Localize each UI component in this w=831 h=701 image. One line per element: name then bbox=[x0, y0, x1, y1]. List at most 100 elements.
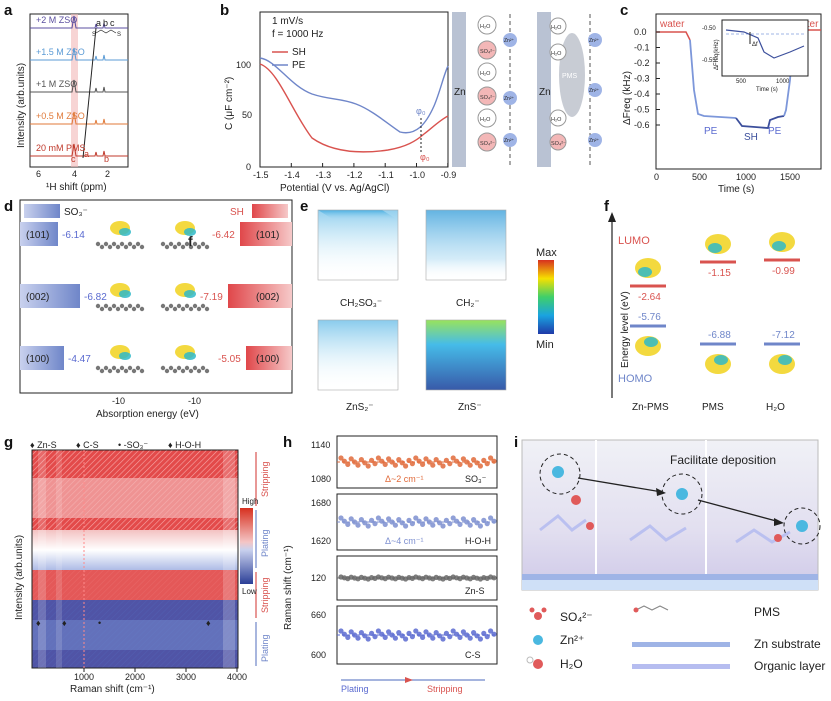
box-zns bbox=[425, 319, 507, 391]
xtick-c-0: 0 bbox=[654, 172, 659, 182]
xtick-b: -1.3 bbox=[316, 170, 332, 180]
zn-atom bbox=[139, 306, 145, 312]
box-zns2 bbox=[317, 319, 399, 391]
data-point bbox=[416, 458, 422, 464]
zn-atom bbox=[200, 303, 206, 309]
legend-zns: ♦ Zn-S bbox=[30, 440, 57, 450]
xtick-g: 1000 bbox=[74, 672, 94, 682]
data-point bbox=[409, 461, 415, 467]
band-label: Plating bbox=[260, 529, 270, 557]
xtick-a-0: 6 bbox=[36, 169, 41, 179]
svg-text:S: S bbox=[92, 32, 96, 38]
data-point bbox=[457, 521, 463, 527]
legend-so3: SO₃⁻ bbox=[64, 207, 88, 218]
data-point bbox=[420, 521, 426, 527]
data-point bbox=[481, 457, 487, 463]
zn-atom bbox=[139, 244, 145, 250]
x-axis-label-c: Time (s) bbox=[718, 184, 754, 195]
ytick-c: -0.1 bbox=[634, 43, 650, 53]
zn-atom bbox=[180, 306, 186, 312]
ion-label: SO₄²⁻ bbox=[551, 141, 566, 147]
legend-zn: Zn²⁺ bbox=[560, 633, 584, 647]
zn-atom bbox=[111, 365, 117, 371]
data-point bbox=[369, 630, 375, 636]
marker-cs: ♦ bbox=[62, 618, 67, 628]
so3-energy-bar bbox=[20, 284, 80, 308]
water-left-trace bbox=[656, 31, 691, 41]
data-point bbox=[396, 457, 402, 463]
water-molecule bbox=[549, 17, 567, 35]
data-point bbox=[375, 628, 381, 634]
data-point bbox=[345, 634, 351, 640]
data-point bbox=[386, 456, 392, 462]
data-point bbox=[484, 521, 490, 527]
data-point bbox=[420, 461, 426, 467]
data-point bbox=[440, 463, 446, 469]
zn-atom bbox=[131, 368, 137, 374]
zn-atom bbox=[196, 306, 202, 312]
data-point bbox=[341, 518, 347, 524]
panel-h: h Raman shift (cm⁻¹) 1140 1080 SO₃⁻ Δ~2 cm⁻… bbox=[275, 430, 503, 696]
zn-atom bbox=[103, 303, 109, 309]
data-point bbox=[437, 520, 443, 526]
zn-atom bbox=[168, 365, 174, 371]
marker-so3: • bbox=[98, 618, 101, 628]
zinc-ion bbox=[588, 133, 602, 147]
data-point bbox=[352, 459, 358, 465]
facet-right: (100) bbox=[256, 354, 279, 365]
data-point bbox=[420, 634, 426, 640]
trace-label: 20 mM PMS bbox=[36, 143, 86, 153]
data-point bbox=[443, 630, 449, 636]
data-point bbox=[358, 630, 364, 636]
box-ch2so3 bbox=[317, 209, 399, 281]
data-point bbox=[433, 517, 439, 523]
data-point bbox=[440, 636, 446, 642]
phi-label-sh: φ₀ bbox=[420, 152, 430, 162]
zn-atom bbox=[95, 303, 101, 309]
zn-atom bbox=[111, 241, 117, 247]
zn-atom bbox=[164, 244, 170, 250]
data-point bbox=[447, 521, 453, 527]
zn-atom bbox=[127, 365, 133, 371]
x-axis-label-b: Potential (V vs. Ag/AgCl) bbox=[280, 183, 390, 194]
plating-label: Plating bbox=[341, 684, 369, 694]
xtick-d-0: -10 bbox=[112, 396, 125, 406]
zn-atom bbox=[95, 365, 101, 371]
ytick-h: 660 bbox=[311, 610, 326, 620]
arrow-head bbox=[405, 677, 413, 683]
data-point bbox=[392, 462, 398, 468]
water-molecule bbox=[549, 109, 567, 127]
xtick-b: -1.4 bbox=[284, 170, 300, 180]
subplot-delta: Δ~4 cm⁻¹ bbox=[385, 536, 424, 546]
inset-ylabel: ΔFreq(kHz) bbox=[714, 39, 720, 70]
data-point bbox=[433, 630, 439, 636]
deposition-schematic: Facilitate deposition SO₄²⁻ Zn²⁺ H bbox=[521, 439, 825, 673]
ytick-b-1: 50 bbox=[242, 110, 252, 120]
data-point bbox=[491, 631, 497, 637]
capacitance-plot: φ₀ φ₀ 1 mV/s f = 1000 Hz SH PE -1.5 -1.4-… bbox=[224, 11, 602, 194]
scale-high: High bbox=[242, 497, 258, 506]
zn-atom bbox=[115, 368, 121, 374]
legend-sh: SH bbox=[230, 207, 244, 218]
xtick-g: 4000 bbox=[227, 672, 247, 682]
band-label: Plating bbox=[260, 634, 270, 662]
data-point bbox=[481, 517, 487, 523]
charge-density bbox=[184, 290, 196, 298]
data-point bbox=[396, 517, 402, 523]
zn-atom bbox=[168, 241, 174, 247]
data-point bbox=[488, 455, 494, 461]
data-point bbox=[460, 456, 466, 462]
trend-line bbox=[82, 27, 97, 159]
ion-label: H₂O bbox=[551, 51, 562, 57]
sh-energy-bar bbox=[240, 222, 292, 246]
panel-label-d: d bbox=[4, 198, 14, 215]
data-point bbox=[423, 456, 429, 462]
data-point bbox=[471, 630, 477, 636]
facet-left: (002) bbox=[26, 292, 49, 303]
y-axis-label-a: Intensity (arb.units) bbox=[16, 63, 27, 148]
data-point bbox=[430, 522, 436, 528]
subplot-name: Zn-S bbox=[465, 586, 485, 596]
panel-e: e CH₂SO₃⁻ CH₂⁻ bbox=[300, 198, 600, 420]
data-point bbox=[440, 523, 446, 529]
